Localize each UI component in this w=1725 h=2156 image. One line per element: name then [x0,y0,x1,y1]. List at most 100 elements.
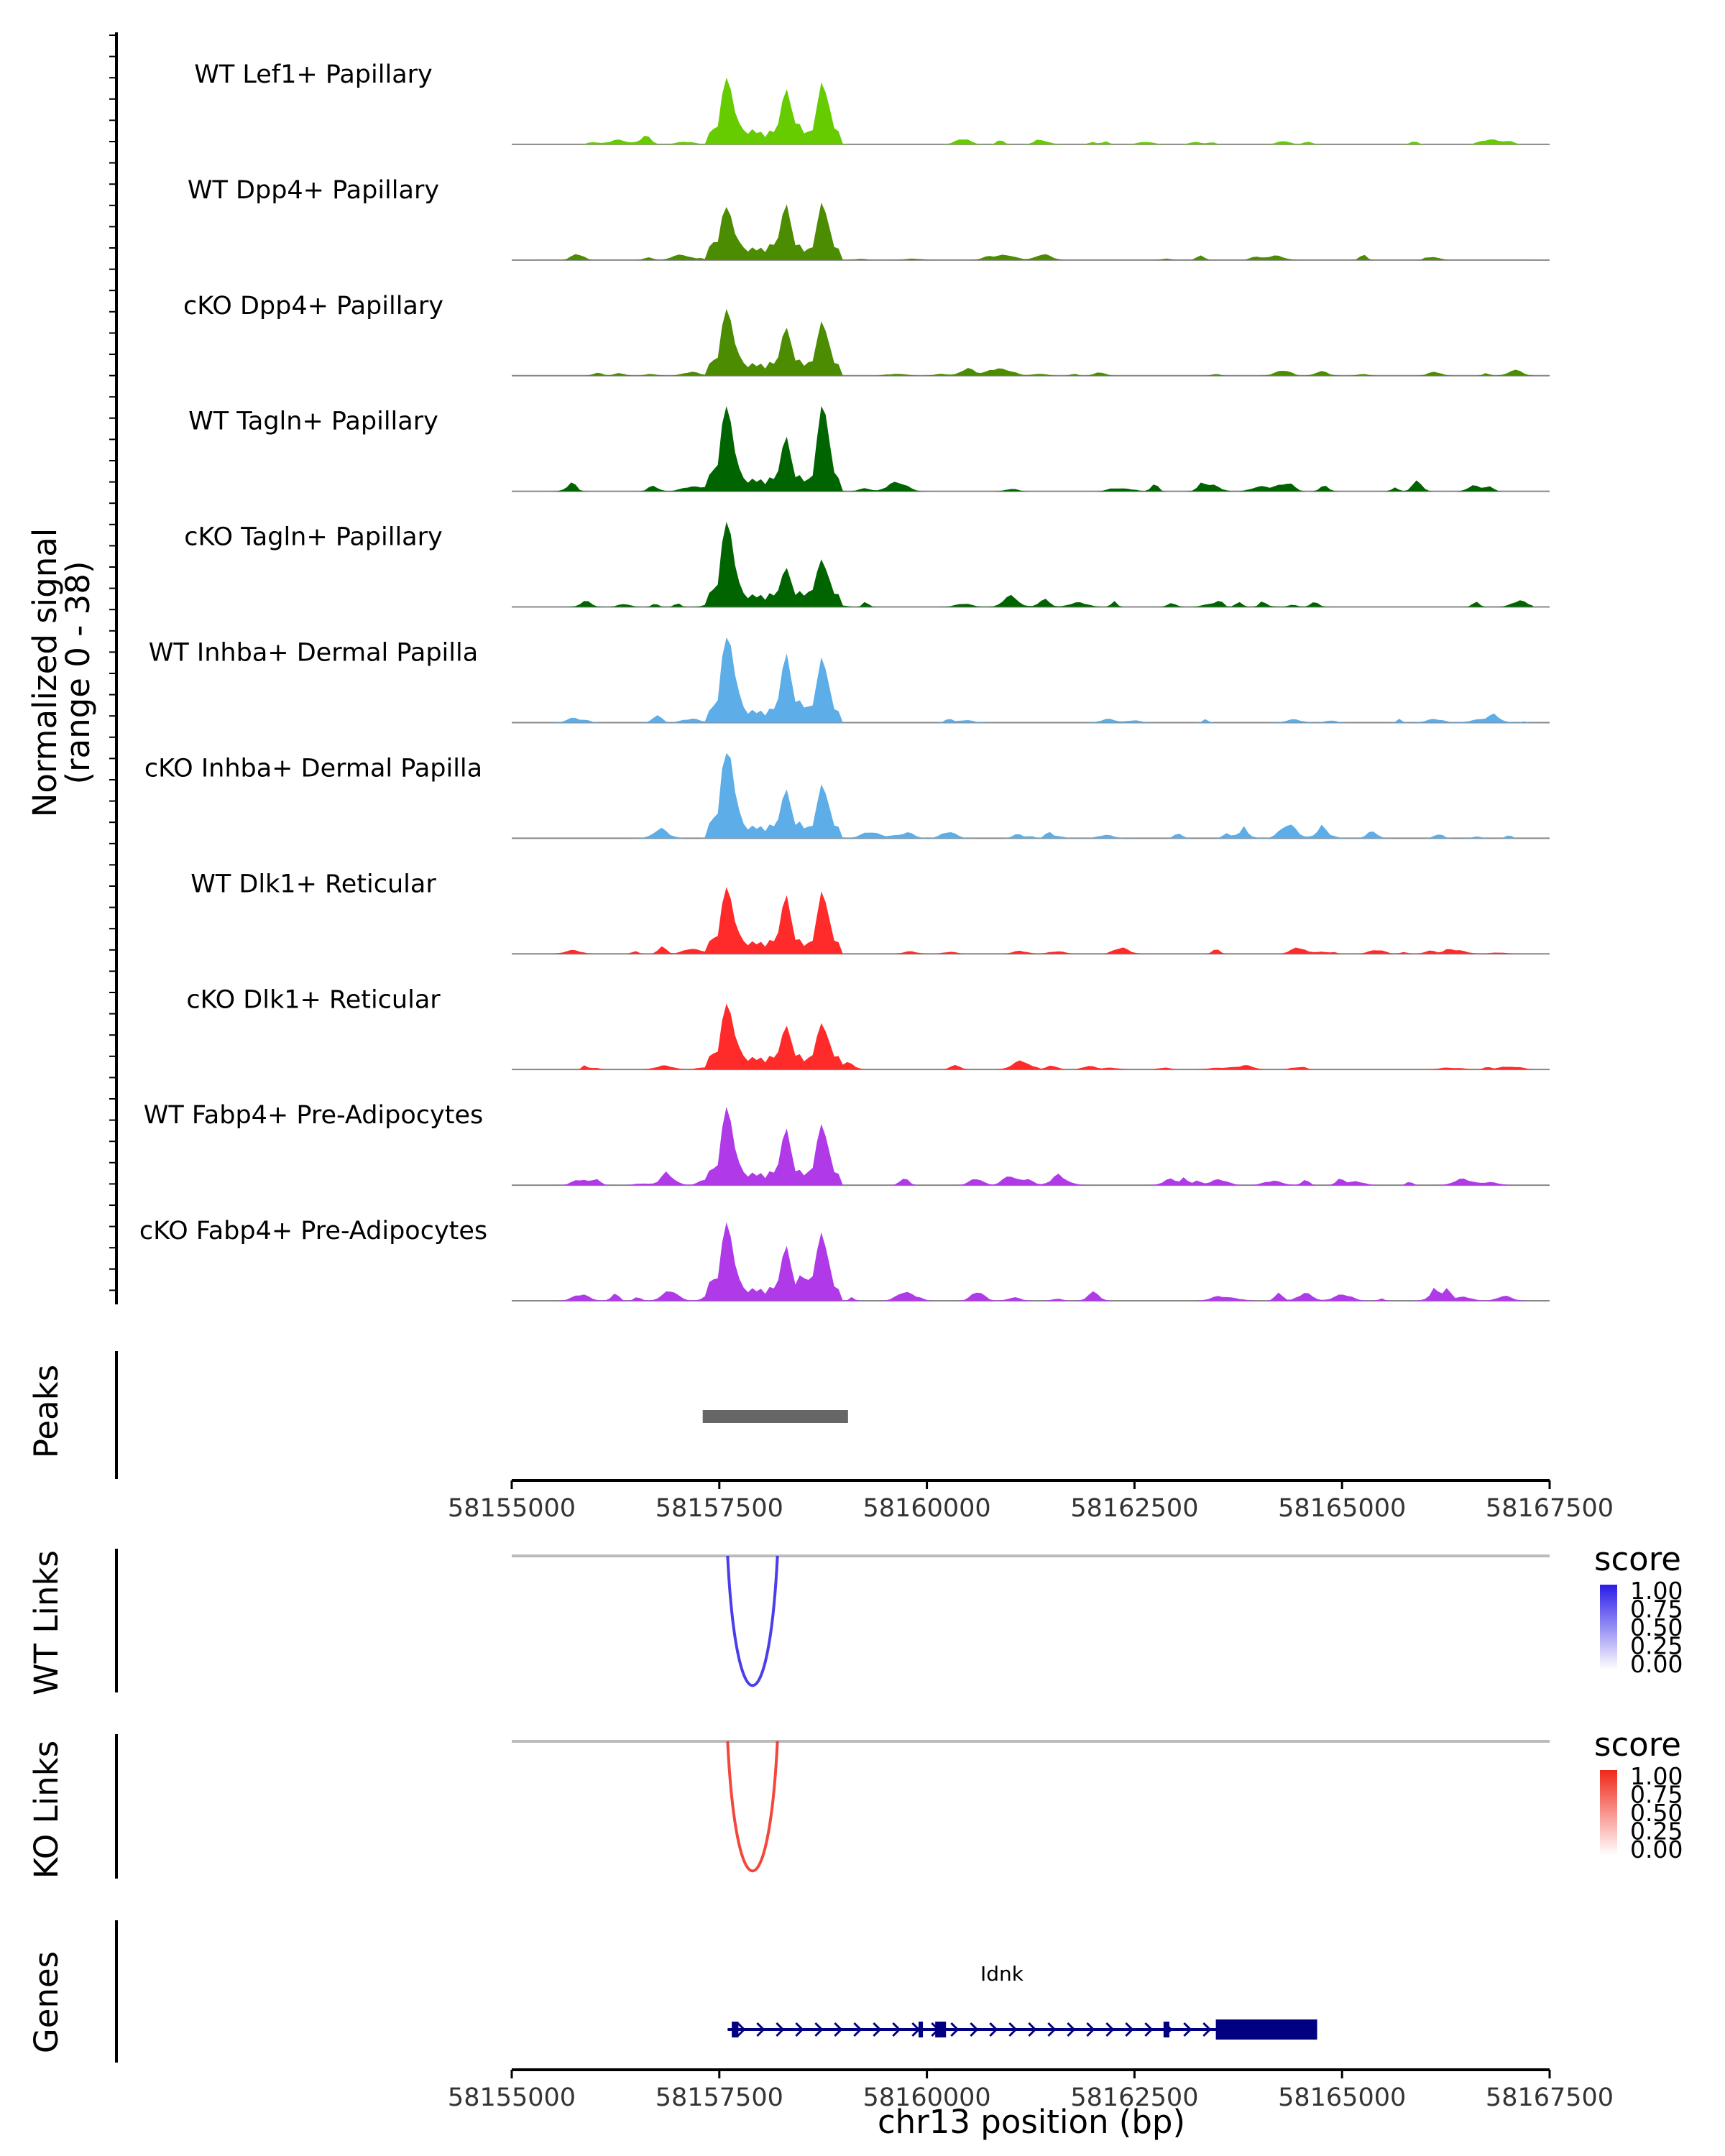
coverage-track: cKO Fabp4+ Pre-Adipocytes [139,1217,1550,1302]
link-arc [726,1741,779,1873]
genomic-x-axis-top: 58155000 58157500 58160000 58162500 58165000… [448,1479,1614,1523]
legend-title: score [1594,1540,1681,1578]
coverage-area [536,202,1533,260]
coverage-track-label: WT Tagln+ Papillary [188,407,438,436]
strand-arrow [892,2022,901,2037]
legend-tick-label: 0.50 [1630,1799,1683,1827]
coverage-area [536,406,1533,492]
coverage-ylabel-range: (range 0 - 38) [59,561,97,784]
legend-tick-label: 1.00 [1630,1577,1683,1605]
legend-tick-label: 0.00 [1630,1650,1683,1678]
gene-exon [1163,2022,1169,2037]
gene-exon [935,2022,947,2037]
coverage-track-label: WT Fabp4+ Pre-Adipocytes [144,1101,483,1130]
coverage-track-label: WT Lef1+ Papillary [194,60,433,89]
strand-arrow [834,2022,843,2037]
legend-title: score [1594,1726,1681,1764]
strand-arrow [1105,2022,1115,2037]
coverage-track-label: cKO Dpp4+ Papillary [183,292,443,321]
peaks-track: Peaks [27,1351,848,1479]
x-tick-label: 58162500 [1070,1494,1198,1523]
coverage-track-label: WT Dlk1+ Reticular [190,870,436,898]
x-tick-label: 58155000 [448,1494,576,1523]
strand-arrow [1125,2022,1134,2037]
ko-links-track-label: KO Links [27,1741,65,1879]
legend-tick-label: 1.00 [1630,1762,1683,1790]
gene-exon [919,2022,924,2037]
x-tick-label: 58162500 [1070,2083,1198,2112]
coverage-area [536,752,1533,839]
strand-arrow [776,2022,785,2037]
coverage-track: cKO Dlk1+ Reticular [186,985,1550,1071]
strand-arrow [795,2022,804,2037]
legend-tick-label: 0.00 [1630,1835,1683,1864]
x-tick-label: 58167500 [1486,2083,1614,2112]
strand-arrow [1028,2022,1037,2037]
gene-name: Idnk [980,1962,1024,1986]
strand-arrow [989,2022,998,2037]
genes-track-label: Genes [27,1951,65,2053]
coverage-track-label: cKO Tagln+ Papillary [184,523,443,552]
coverage-track: WT Inhba+ Dermal Papilla [149,637,1550,724]
x-tick-label: 58155000 [448,2083,576,2112]
peak-region [702,1410,848,1423]
legend-tick-label: 0.75 [1630,1781,1683,1809]
gene-exon [732,2022,739,2037]
gene-exon [1215,2019,1317,2040]
link-arc [726,1555,779,1687]
coverage-track-label: WT Dpp4+ Papillary [188,176,439,205]
strand-arrow [1183,2022,1192,2037]
strand-arrow [1047,2022,1057,2037]
legend-tick-label: 0.25 [1630,1632,1683,1660]
peaks-track-label: Peaks [27,1365,65,1458]
legend-tick-label: 0.50 [1630,1613,1683,1641]
wt-links-track-label: WT Links [27,1550,65,1695]
genes-track: Genes Idnk [27,1920,1317,2063]
coverage-track-label: WT Inhba+ Dermal Papilla [149,639,478,668]
x-tick-label: 58160000 [863,2083,991,2112]
x-tick-label: 58157500 [656,1494,783,1523]
coverage-track: WT Tagln+ Papillary [188,406,1550,492]
strand-arrow [853,2022,862,2037]
strand-arrow [1008,2022,1018,2037]
coverage-track: WT Fabp4+ Pre-Adipocytes [144,1101,1550,1187]
coverage-area [536,78,1533,144]
legend-colorbar [1600,1585,1617,1669]
coverage-tracks: WT Lef1+ Papillary WT Dpp4+ Papillary cKO … [109,32,1550,1304]
coverage-track: WT Lef1+ Papillary [194,60,1550,145]
coverage-track-label: cKO Dlk1+ Reticular [186,985,441,1014]
coverage-area [536,1107,1533,1186]
coverage-y-axis-title: Normalized signal (range 0 - 38) [26,528,97,818]
legend-tick-label: 0.25 [1630,1818,1683,1846]
coverage-track: cKO Dpp4+ Papillary [183,292,1550,377]
strand-arrow [1202,2022,1212,2037]
x-tick-label: 58165000 [1278,2083,1406,2112]
coverage-area [536,637,1533,723]
genomic-x-axis-bottom: 58155000 58157500 58160000 58162500 58165000… [448,2068,1614,2112]
x-axis-title: chr13 position (bp) [878,2103,1185,2141]
strand-arrow [1086,2022,1095,2037]
legend-colorbar [1600,1770,1617,1855]
coverage-track: WT Dpp4+ Papillary [188,176,1550,261]
strand-arrow [970,2022,979,2037]
coverage-area [536,887,1533,954]
coverage-ylabel: Normalized signal [26,528,64,818]
coverage-track-label: cKO Fabp4+ Pre-Adipocytes [139,1217,487,1245]
coverage-track: cKO Inhba+ Dermal Papilla [144,752,1550,839]
strand-arrow [1144,2022,1154,2037]
strand-arrow [814,2022,824,2037]
x-tick-label: 58167500 [1486,1494,1614,1523]
legend-tick-label: 0.75 [1630,1595,1683,1623]
x-tick-label: 58160000 [863,1494,991,1523]
strand-arrow [1067,2022,1076,2037]
coverage-area [536,1222,1533,1301]
strand-arrow [756,2022,765,2037]
strand-arrow [737,2022,746,2037]
coverage-area [536,522,1533,607]
x-tick-label: 58157500 [656,2083,783,2112]
coverage-area [536,308,1533,376]
coverage-track: cKO Tagln+ Papillary [184,522,1550,608]
